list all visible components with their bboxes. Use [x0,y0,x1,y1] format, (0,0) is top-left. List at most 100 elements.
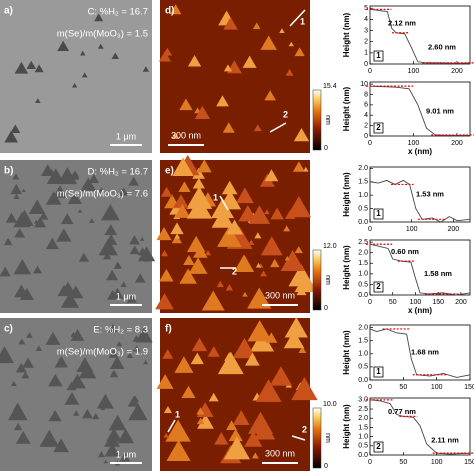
sem-flake [143,359,149,365]
sem-flake [54,355,69,368]
afm-flake [242,291,248,297]
afm-flake [160,186,173,197]
sem-flake [15,362,27,373]
x-tick-label: 0 [368,226,372,233]
annotation: 0.77 nm [388,407,416,416]
afm-flake [186,196,213,219]
sem-flake [106,290,119,300]
x-tick-label: 100 [408,140,420,147]
sem-flake [94,13,104,22]
marker-label: 2 [283,109,288,119]
afm-flake [174,356,194,373]
sem-flake [18,338,26,345]
scale-bar-label: 1 μm [116,291,136,301]
sem-flake [33,219,39,224]
sem-flake [45,331,61,345]
sem-flake [143,255,150,262]
sem-flake [139,236,145,241]
y-tick-label: 1.5 [358,338,368,345]
profile-line [369,399,471,455]
annotation: 2.60 nm [428,43,456,52]
box-label: 1 [376,367,381,376]
sem-flake [135,327,153,343]
afm-flake [232,337,257,359]
sem-flake [7,403,28,421]
afm-flake [171,234,182,244]
plot-frame [369,324,471,381]
x-tick-label: 0 [368,384,372,391]
x-tick-label: 100 [406,226,418,233]
sem-flake [137,247,148,256]
profile-line [369,328,471,378]
plot-frame [369,81,471,137]
x-axis-label: x (nm) [408,306,432,315]
sem-flake [116,341,123,347]
afm-flake [264,209,270,215]
afm-flake [187,55,202,67]
colorbar-unit: nm [324,115,331,125]
afm-flake [217,225,242,247]
colorbar [312,249,322,311]
sem-flake [134,273,146,283]
afm-flake [260,236,283,256]
plot-frame [369,397,471,456]
afm-flake [235,187,254,204]
box-label: 2 [376,123,381,132]
x-tick-label: 200 [455,299,467,306]
panel-label: a) [4,6,13,17]
sem-flake [129,245,140,255]
afm-flake [284,255,290,261]
sem-flake [81,408,93,419]
sem-flake [142,66,150,72]
sem-flake [39,211,49,220]
box-label: 1 [376,51,381,60]
sem-flake [120,281,127,288]
sem-flake [108,414,127,431]
afm-flake [283,330,305,349]
sem-flake [117,428,135,444]
sample-label: E: %H₂ = 8.3 [93,325,148,336]
annotation: 1.53 nm [416,189,444,198]
sem-flake [108,349,119,358]
box-frame [373,208,384,220]
sem-flake [89,218,95,223]
y-tick-label: 1.5 [358,179,368,186]
afm-flake [158,51,172,62]
afm-flake [255,262,262,268]
scale-bar-label: 300 nm [265,448,295,458]
afm-flake [156,374,174,389]
afm-flake [288,41,294,47]
sem-flake [56,228,72,242]
y-tick-label: 0.5 [358,443,368,450]
sem-flake [13,422,23,431]
sem-flake [77,209,83,214]
sem-flake [106,269,119,281]
afm-flake [207,346,220,357]
sem-flake [82,362,90,369]
sem-flake [64,391,80,405]
afm-flake [194,105,211,120]
sem-flake [12,173,20,180]
y-tick-label: 3 [364,27,368,34]
afm-flake [178,181,191,192]
afm-flake [244,352,260,366]
profile-line [369,85,470,136]
sem-flake [34,216,47,228]
x-tick-label: 100 [431,384,443,391]
afm-flake [291,377,318,401]
y-tick-label: 2.0 [358,324,368,331]
afm-flake [217,351,244,375]
colorbar-max: 12.0 [323,243,337,250]
afm-flake [159,268,174,282]
panel-label: e) [165,166,174,177]
x-tick-label: 100 [410,299,422,306]
sem-flake [35,98,41,104]
afm-flake [172,157,194,176]
afm-flake [201,290,225,311]
afm-flake [252,22,261,30]
x-tick-label: 150 [464,459,474,466]
sem-flake [5,212,18,223]
sem-flake [14,209,34,226]
sem-flake [137,246,156,262]
